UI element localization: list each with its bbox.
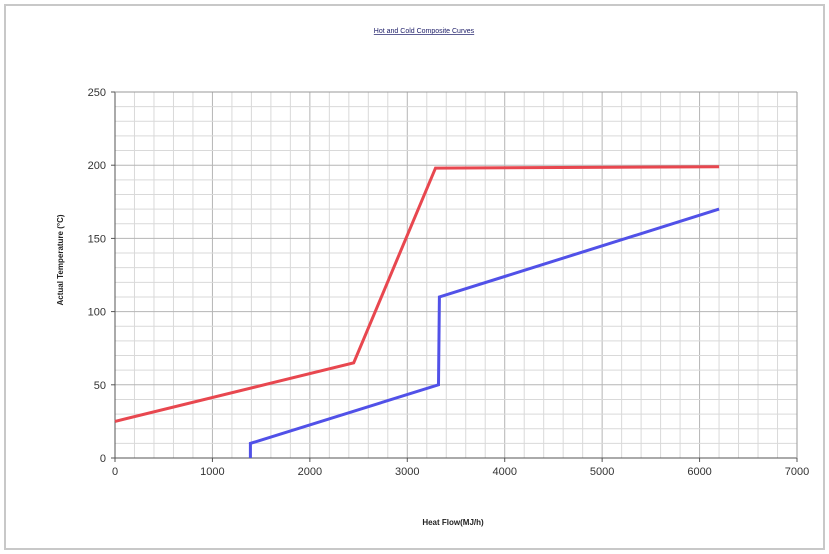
axes bbox=[114, 91, 798, 459]
hot-composite-curve bbox=[114, 165, 720, 423]
chart-title: Hot and Cold Composite Curves bbox=[374, 28, 475, 35]
x-tick-label: 5000 bbox=[590, 466, 614, 478]
x-tick-label: 7000 bbox=[785, 466, 809, 478]
x-tick-label: 0 bbox=[112, 466, 118, 478]
y-tick-label: 250 bbox=[88, 87, 106, 99]
y-tick-label: 100 bbox=[88, 307, 106, 319]
y-tick-label: 50 bbox=[94, 380, 106, 392]
y-tick-label: 200 bbox=[88, 160, 106, 172]
tick-labels: 0 1000 2000 3000 4000 5000 6000 7000 0 50 100 150 20… bbox=[88, 87, 810, 478]
y-tick-label: 150 bbox=[88, 233, 106, 245]
x-tick-label: 3000 bbox=[395, 466, 419, 478]
x-axis-label: Heat Flow(MJ/h) bbox=[422, 518, 484, 527]
x-tick-label: 2000 bbox=[298, 466, 322, 478]
y-axis-label: Actual Temperature (°C) bbox=[56, 214, 65, 305]
plot-area bbox=[115, 92, 797, 458]
x-tick-label: 6000 bbox=[687, 466, 711, 478]
cold-composite-curve bbox=[248, 207, 720, 458]
x-tick-label: 4000 bbox=[492, 466, 516, 478]
series-layer bbox=[114, 165, 720, 458]
x-tick-label: 1000 bbox=[200, 466, 224, 478]
y-tick-label: 0 bbox=[100, 453, 106, 465]
